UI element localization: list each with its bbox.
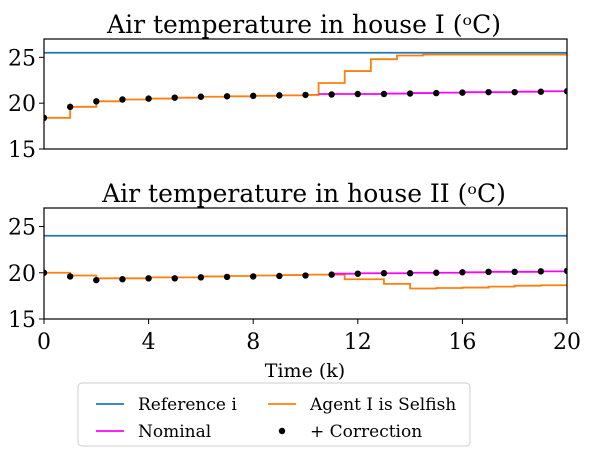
data-point-correction <box>407 90 413 96</box>
y-axis-house-1: 15 20 25 <box>8 46 44 163</box>
data-point-correction <box>276 273 282 279</box>
data-point-correction <box>538 268 544 274</box>
data-point-correction <box>224 93 230 99</box>
data-point-correction <box>485 89 491 95</box>
plot-area-house-2 <box>41 236 570 289</box>
data-point-correction <box>512 269 518 275</box>
y-tick-label: 20 <box>8 92 36 117</box>
y-tick-label: 25 <box>8 46 36 71</box>
data-point-correction <box>250 93 256 99</box>
data-point-correction <box>172 275 178 281</box>
legend-label-agent-i-is-selfish: Agent I is Selfish <box>309 395 456 415</box>
chart-title-house-1: Air temperature in house I (ᵒC) <box>106 10 501 39</box>
plot-area-house-1 <box>41 53 570 121</box>
data-point-correction <box>328 271 334 277</box>
data-point-correction <box>250 273 256 279</box>
y-tick-label: 20 <box>8 262 36 287</box>
legend-label-correction: + Correction <box>310 422 422 442</box>
y-tick-label: 15 <box>8 308 36 333</box>
data-point-correction <box>407 270 413 276</box>
chart-house-1: Air temperature in house I (ᵒC) 15 20 25 <box>8 10 570 163</box>
chart-house-2: Air temperature in house II (ᵒC) 152025 … <box>8 179 581 382</box>
x-tick-label: 4 <box>142 330 156 355</box>
data-point-correction <box>119 96 125 102</box>
x-tick-label: 12 <box>344 330 372 355</box>
chart-title-house-2: Air temperature in house II (ᵒC) <box>101 179 506 208</box>
data-point-correction <box>198 94 204 100</box>
legend-swatch-correction <box>279 428 285 434</box>
data-point-correction <box>145 95 151 101</box>
data-point-correction <box>433 270 439 276</box>
data-point-correction <box>381 270 387 276</box>
data-point-correction <box>67 104 73 110</box>
data-point-correction <box>302 272 308 278</box>
data-point-correction <box>93 277 99 283</box>
data-point-correction <box>538 89 544 95</box>
x-tick-label: 20 <box>553 330 581 355</box>
data-point-correction <box>512 89 518 95</box>
data-point-correction <box>459 269 465 275</box>
y-tick-label: 15 <box>8 138 36 163</box>
legend-label-reference-i: Reference i <box>138 395 237 415</box>
data-point-correction <box>485 269 491 275</box>
data-point-correction <box>328 91 334 97</box>
series-agent-i-is-selfish <box>44 55 567 118</box>
series-nominal <box>332 271 567 274</box>
x-tick-label: 16 <box>448 330 476 355</box>
x-tick-label: 8 <box>246 330 260 355</box>
data-point-correction <box>459 89 465 95</box>
data-point-correction <box>276 92 282 98</box>
data-point-correction <box>119 276 125 282</box>
data-point-correction <box>145 275 151 281</box>
data-point-correction <box>172 94 178 100</box>
data-point-correction <box>67 273 73 279</box>
data-point-correction <box>355 91 361 97</box>
data-point-correction <box>302 92 308 98</box>
data-point-correction <box>355 270 361 276</box>
data-point-correction <box>93 98 99 104</box>
axes-frame-house-2 <box>44 208 567 319</box>
legend: Reference i Agent I is Selfish Nominal + Co… <box>78 383 470 446</box>
y-tick-label: 25 <box>8 216 36 241</box>
x-axis-house-2: 0 4 8 12 16 20 <box>37 319 581 355</box>
data-point-correction <box>198 274 204 280</box>
data-point-correction <box>381 91 387 97</box>
y-axis-house-2: 15 20 25 <box>8 216 44 334</box>
legend-label-nominal: Nominal <box>138 422 211 442</box>
x-tick-label: 0 <box>37 330 51 355</box>
data-point-correction <box>224 274 230 280</box>
data-point-correction <box>433 90 439 96</box>
x-axis-label: Time (k) <box>265 360 345 382</box>
